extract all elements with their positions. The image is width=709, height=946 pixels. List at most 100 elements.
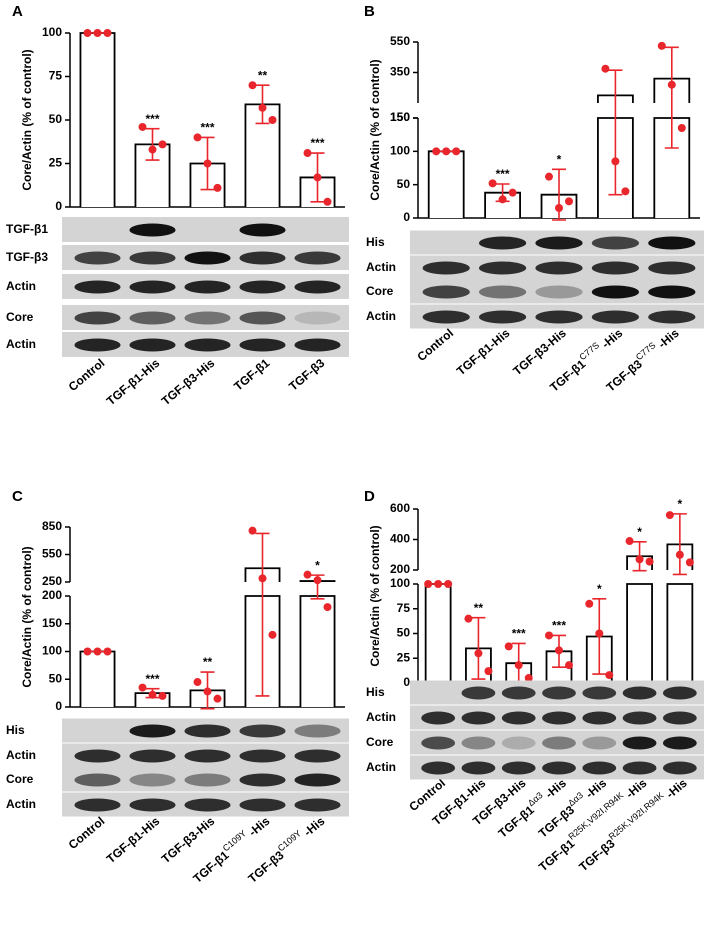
blot-band <box>239 749 286 763</box>
blot-band <box>74 280 121 294</box>
label-superscript: C109Y <box>276 828 304 853</box>
data-point <box>611 157 620 166</box>
blot-band <box>239 280 286 294</box>
y-tick-label: 250 <box>42 574 62 588</box>
significance: * <box>678 497 683 511</box>
bar <box>79 32 116 207</box>
data-point <box>158 140 167 149</box>
significance: ** <box>474 601 484 615</box>
blot-band <box>461 736 496 750</box>
blot-band <box>591 236 640 250</box>
blot-band <box>422 285 470 299</box>
blot-label: His <box>6 723 25 737</box>
data-point <box>93 29 102 37</box>
label-suffix: -His <box>663 776 690 802</box>
data-point <box>313 576 322 585</box>
data-point <box>645 557 654 566</box>
data-point <box>488 179 497 188</box>
blot-band <box>542 761 576 775</box>
y-tick-label: 100 <box>390 144 410 158</box>
blot-band <box>478 285 527 299</box>
significance: *** <box>512 627 526 641</box>
blot-band <box>239 724 286 738</box>
error-bar <box>664 46 679 149</box>
data-point <box>193 678 202 687</box>
data-point <box>213 183 222 192</box>
label-superscript: C77S <box>634 340 658 362</box>
y-tick-label: 550 <box>42 547 62 561</box>
blot-band <box>239 798 286 812</box>
blot-band <box>184 773 231 787</box>
data-point <box>303 149 312 158</box>
blot-band <box>294 798 341 812</box>
y-tick-label: 400 <box>390 532 410 546</box>
data-point <box>545 172 553 181</box>
blot-band <box>294 724 341 738</box>
panel-letter: C <box>12 488 23 505</box>
y-tick-label: 200 <box>42 588 62 602</box>
blot-band <box>129 338 176 352</box>
label-text: TGF-β3 <box>604 357 645 395</box>
label-superscript: C77S <box>578 340 602 362</box>
data-point <box>248 526 257 535</box>
blot-label: Actin <box>6 279 36 293</box>
blot-band <box>542 686 576 700</box>
blot-band <box>184 749 231 763</box>
label-text: TGF-β1-His <box>104 356 163 408</box>
blot-band <box>461 711 496 725</box>
blot-label: His <box>366 235 385 249</box>
data-point <box>675 550 684 559</box>
significance: *** <box>310 136 324 150</box>
x-tick-label: TGF-β1 <box>231 356 272 394</box>
blot-label: His <box>366 685 385 699</box>
data-point <box>565 661 573 670</box>
blot-band <box>478 261 527 275</box>
y-tick-label: 600 <box>390 501 410 515</box>
blot-band <box>294 224 340 237</box>
error-bar <box>255 532 270 697</box>
blot-band <box>129 749 176 763</box>
blot-band <box>421 687 455 700</box>
data-point <box>434 580 443 588</box>
significance: * <box>315 558 320 572</box>
data-point <box>432 147 441 156</box>
label-text: TGF-β3 <box>576 836 617 874</box>
data-point <box>545 631 553 640</box>
y-tick-label: 100 <box>42 644 62 658</box>
significance: ** <box>203 655 213 669</box>
y-tick-label: 850 <box>42 519 62 533</box>
label-text: Control <box>66 356 108 394</box>
y-tick-label: 0 <box>55 199 62 213</box>
bar <box>626 555 653 683</box>
label-text: TGF-β3 <box>286 356 327 394</box>
y-tick-label: 75 <box>397 601 411 615</box>
label-text: TGF-β3-His <box>159 356 218 408</box>
blot-band <box>74 773 121 787</box>
label-text: Control <box>414 326 456 364</box>
y-tick-label: 50 <box>49 671 63 685</box>
blot-band <box>129 798 176 812</box>
blot-band <box>294 311 341 325</box>
y-tick-label: 200 <box>390 562 410 576</box>
blot-band <box>74 251 121 265</box>
blot-band <box>129 773 176 787</box>
data-point <box>601 64 610 73</box>
y-tick-label: 25 <box>397 650 411 664</box>
data-point <box>605 671 614 680</box>
data-point <box>193 133 202 142</box>
data-point <box>103 647 112 656</box>
data-point <box>452 147 461 156</box>
blot-band <box>239 773 286 787</box>
blot-band <box>129 251 176 265</box>
blot-band <box>294 773 341 787</box>
x-tick-label: Control <box>66 356 108 394</box>
y-tick-label: 150 <box>390 110 410 124</box>
blot-label: TGF-β3 <box>6 250 48 264</box>
data-point <box>585 599 594 608</box>
blot-label: Core <box>6 772 34 786</box>
x-tick-label: TGF-β3-His <box>159 356 218 408</box>
blot-band <box>184 338 231 352</box>
data-point <box>484 667 493 676</box>
y-tick-label: 350 <box>390 65 410 79</box>
y-axis-label: Core/Actin (% of control) <box>20 49 34 190</box>
